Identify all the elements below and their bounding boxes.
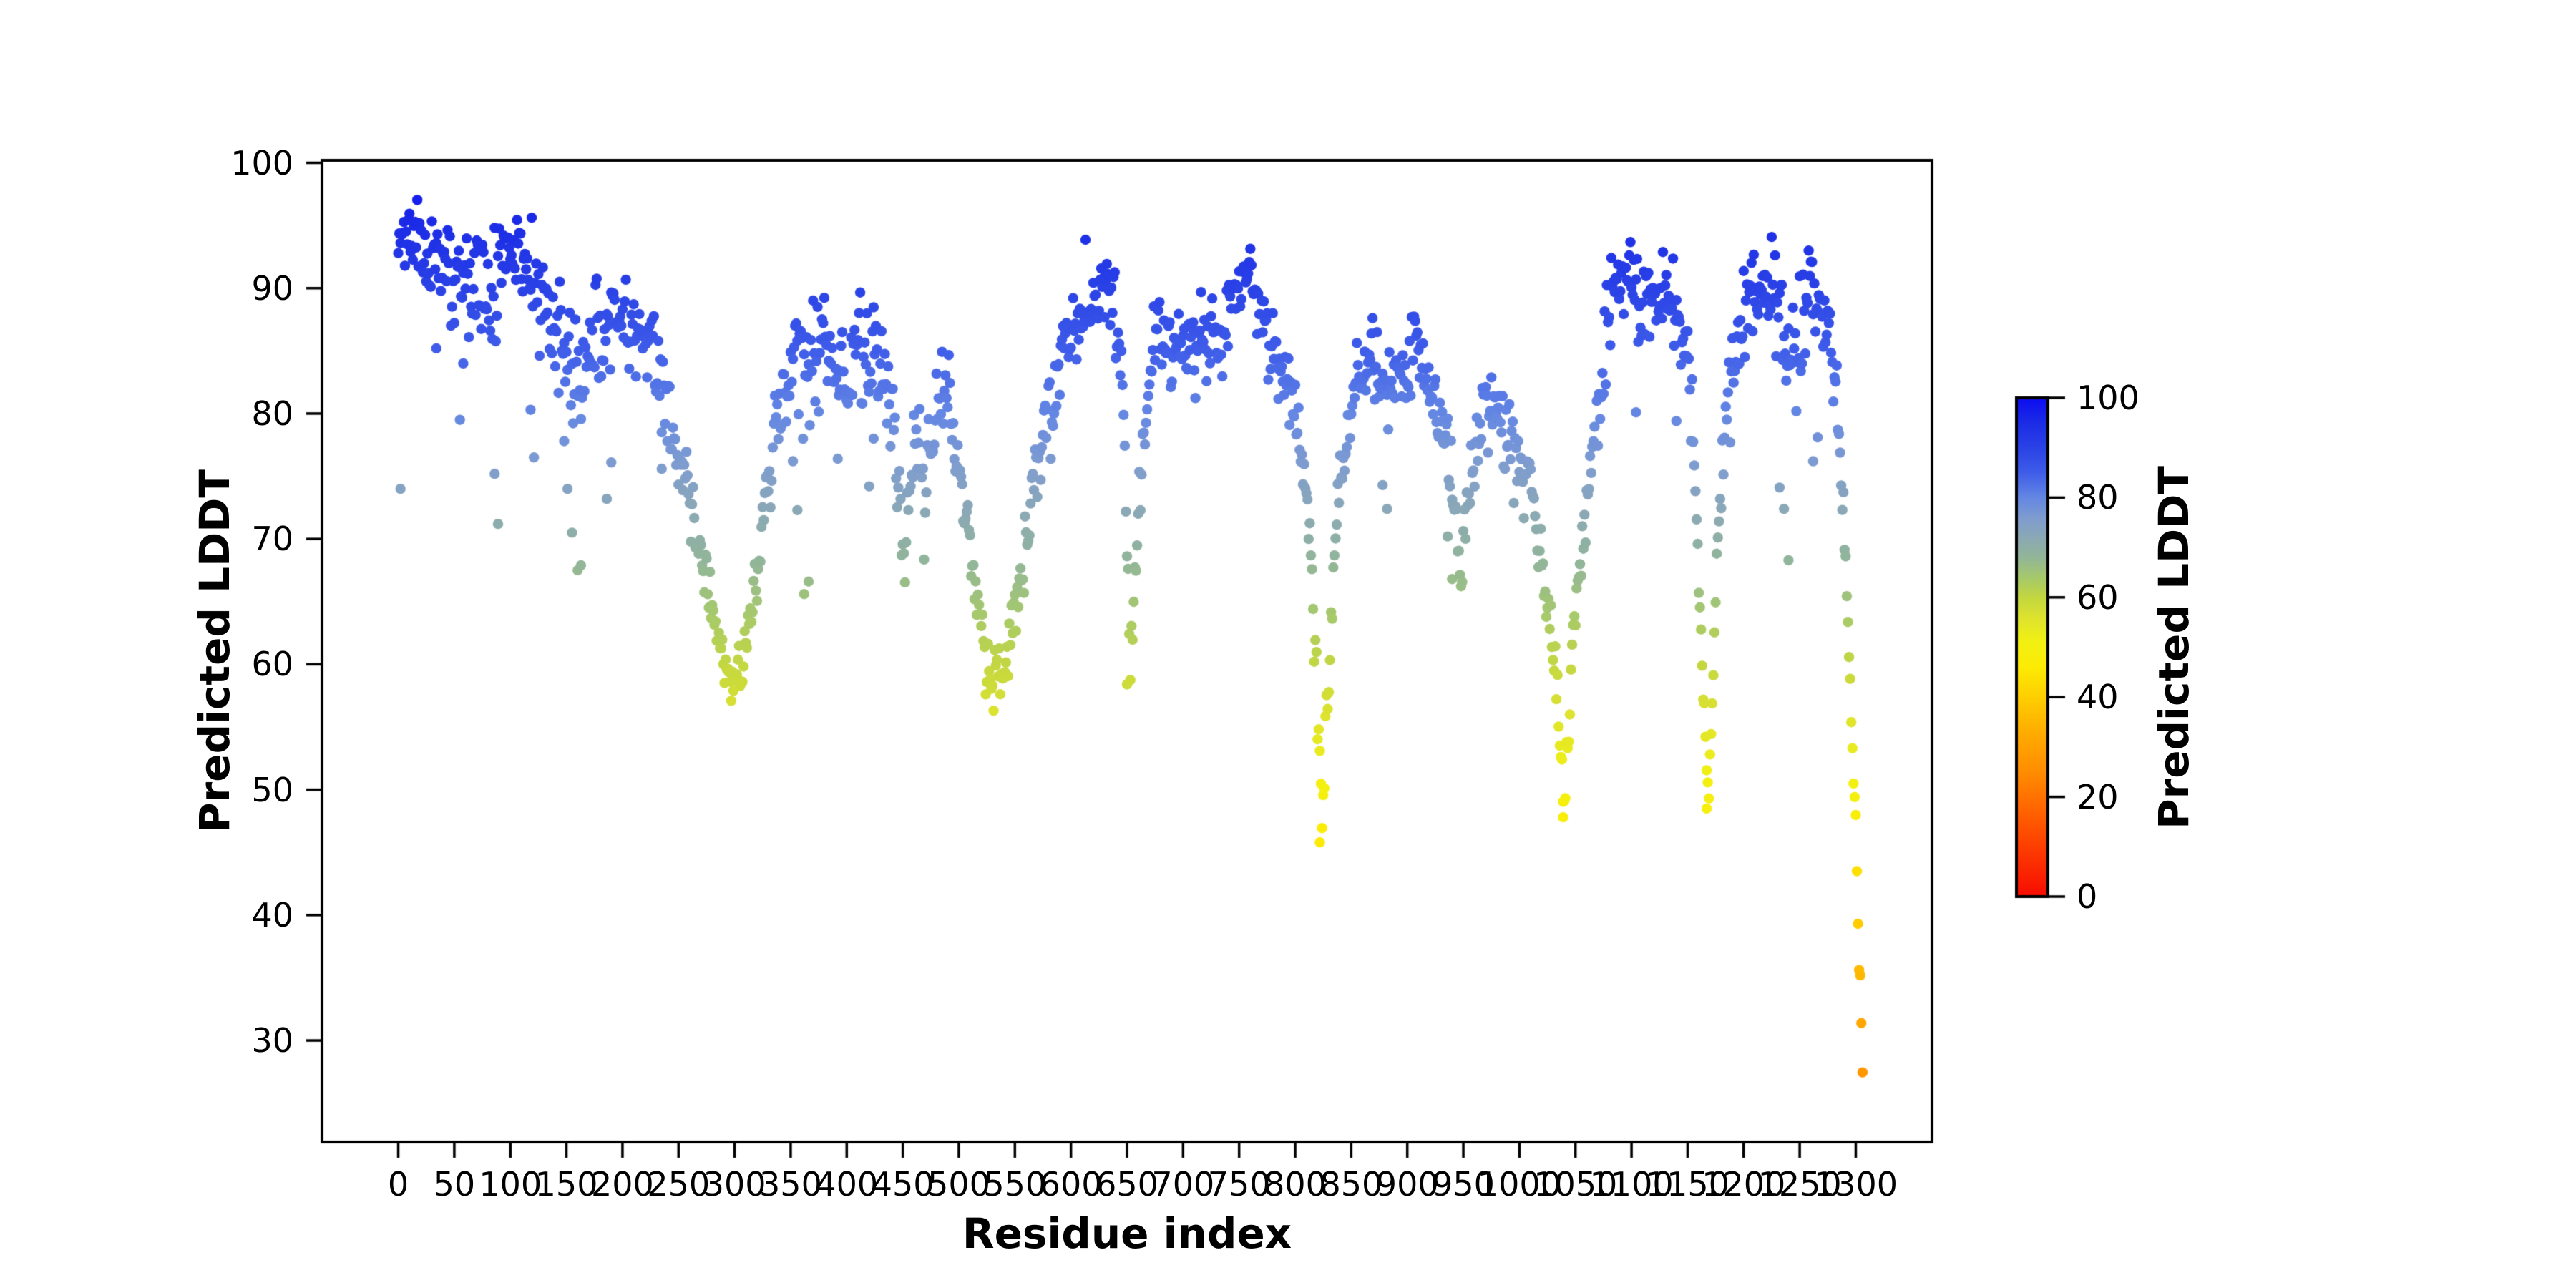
y-tick-label: 30 (251, 1021, 293, 1060)
x-tick-label: 1250 (1757, 1165, 1842, 1204)
colorbar-title: Predicted LDDT (2150, 465, 2198, 829)
x-tick-label: 450 (871, 1165, 935, 1204)
x-tick-label: 150 (535, 1165, 598, 1204)
x-tick-label: 600 (1039, 1165, 1103, 1204)
y-axis-title: Predicted LDDT (190, 469, 239, 833)
x-tick-label: 700 (1151, 1165, 1215, 1204)
x-tick-label: 850 (1319, 1165, 1383, 1204)
x-tick-label: 100 (479, 1165, 542, 1204)
x-tick-label: 1050 (1533, 1165, 1618, 1204)
y-tick-label: 70 (251, 519, 293, 559)
y-tick-label: 90 (251, 268, 293, 308)
x-tick-label: 1300 (1813, 1165, 1898, 1204)
x-axis-title: Residue index (962, 1209, 1292, 1258)
x-tick-label: 800 (1264, 1165, 1327, 1204)
x-tick-label: 350 (759, 1165, 822, 1204)
y-tick-label: 60 (251, 645, 293, 684)
colorbar-tick-label: 40 (2077, 678, 2119, 717)
colorbar-tick-label: 60 (2077, 577, 2119, 617)
x-tick-label: 900 (1375, 1165, 1439, 1204)
y-tick-label: 50 (251, 770, 293, 809)
y-tick-label: 100 (230, 143, 293, 182)
x-tick-label: 950 (1432, 1165, 1495, 1204)
x-tick-label: 250 (647, 1165, 711, 1204)
colorbar-tick-label: 80 (2077, 478, 2119, 517)
x-tick-label: 750 (1207, 1165, 1271, 1204)
x-tick-label: 50 (433, 1165, 476, 1204)
x-tick-label: 0 (387, 1165, 409, 1204)
colorbar-tick-label: 20 (2077, 777, 2119, 816)
x-tick-label: 650 (1096, 1165, 1158, 1204)
x-tick-label: 300 (703, 1165, 766, 1204)
x-tick-label: 1200 (1702, 1165, 1786, 1204)
x-tick-label: 200 (591, 1165, 654, 1204)
x-tick-label: 400 (815, 1165, 879, 1204)
x-tick-label: 1100 (1589, 1165, 1674, 1204)
colorbar-tick-label: 100 (2077, 379, 2140, 417)
y-tick-label: 40 (251, 895, 293, 935)
x-tick-label: 1150 (1645, 1165, 1729, 1204)
x-tick-label: 1000 (1477, 1165, 1561, 1204)
x-tick-label: 500 (927, 1165, 990, 1204)
y-tick-label: 80 (251, 394, 293, 433)
x-tick-label: 550 (983, 1165, 1047, 1204)
colorbar-tick-label: 0 (2077, 877, 2098, 916)
